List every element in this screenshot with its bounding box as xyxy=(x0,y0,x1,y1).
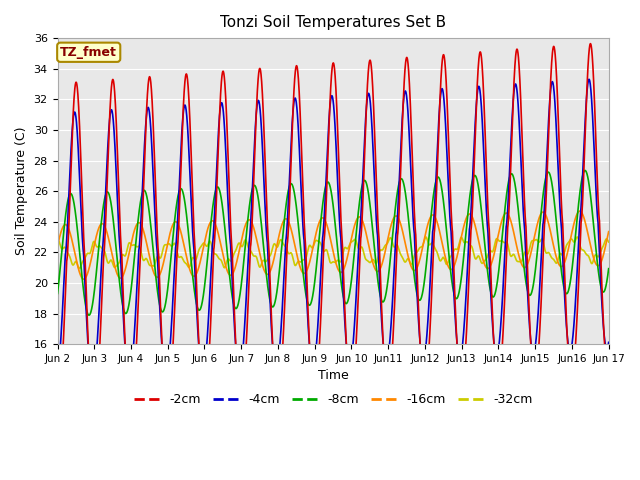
Title: Tonzi Soil Temperatures Set B: Tonzi Soil Temperatures Set B xyxy=(220,15,446,30)
X-axis label: Time: Time xyxy=(317,370,348,383)
Legend: -2cm, -4cm, -8cm, -16cm, -32cm: -2cm, -4cm, -8cm, -16cm, -32cm xyxy=(129,388,537,411)
Text: TZ_fmet: TZ_fmet xyxy=(60,46,117,59)
Y-axis label: Soil Temperature (C): Soil Temperature (C) xyxy=(15,127,28,255)
